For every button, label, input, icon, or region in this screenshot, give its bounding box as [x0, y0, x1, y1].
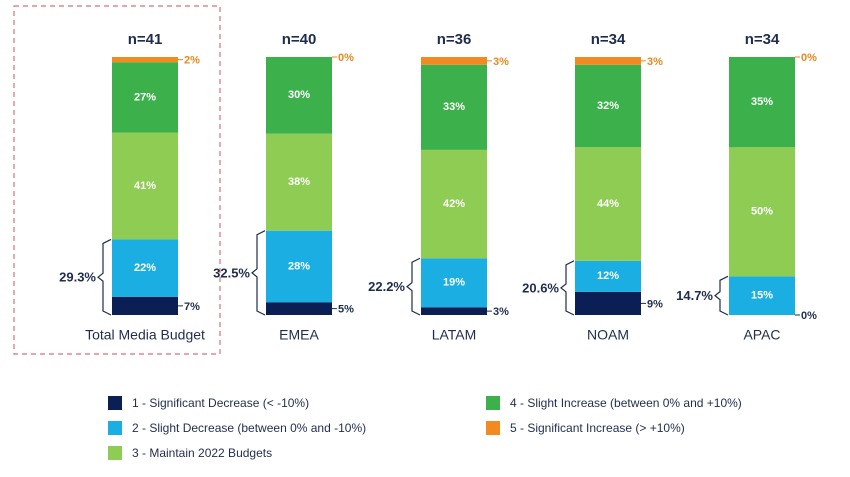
category-label-total-media-budget: Total Media Budget — [85, 327, 205, 343]
category-label-apac: APAC — [743, 327, 780, 343]
category-label-latam: LATAM — [432, 327, 477, 343]
bar-segment-emea-s3 — [266, 133, 332, 231]
sample-size-emea: n=40 — [282, 31, 317, 48]
sample-size-total-media-budget: n=41 — [128, 31, 163, 48]
sample-size-apac: n=34 — [745, 31, 780, 48]
segment-label-apac-s5: 0% — [801, 52, 817, 64]
bar-segment-latam-s1 — [421, 307, 487, 315]
decrease-bracket-total-media-budget — [97, 238, 112, 316]
decrease-total-apac: 14.7% — [676, 288, 713, 303]
bar-segment-noam-s5 — [575, 57, 641, 65]
bar-segment-emea-s4 — [266, 57, 332, 134]
segment-label-apac-s3: 50% — [751, 206, 773, 218]
segment-label-apac-s4: 35% — [751, 96, 773, 108]
bar-segment-latam-s3 — [421, 149, 487, 259]
segment-label-latam-s4: 33% — [443, 101, 465, 113]
bar-segment-noam-s3 — [575, 147, 641, 261]
decrease-total-emea: 32.5% — [213, 265, 250, 280]
bar-segment-noam-s2 — [575, 260, 641, 292]
bar-segment-emea-s2 — [266, 230, 332, 303]
bar-segment-apac-s2 — [729, 276, 795, 315]
segment-label-apac-s1: 0% — [801, 310, 817, 322]
segment-label-emea-s3: 38% — [288, 176, 310, 188]
bar-segment-total-media-budget-s5 — [112, 57, 178, 63]
segment-label-emea-s1: 5% — [338, 304, 354, 316]
sample-size-latam: n=36 — [437, 31, 472, 48]
category-label-noam: NOAM — [587, 327, 629, 343]
bar-segment-apac-s4 — [729, 57, 795, 148]
segment-label-apac-s2: 15% — [751, 290, 773, 302]
segment-label-total-media-budget-s5: 2% — [184, 55, 200, 67]
decrease-bracket-apac — [714, 275, 729, 316]
bar-segment-noam-s1 — [575, 291, 641, 315]
segment-label-noam-s2: 12% — [597, 270, 619, 282]
bar-segment-total-media-budget-s3 — [112, 132, 178, 240]
segment-label-total-media-budget-s4: 27% — [134, 91, 156, 103]
segment-label-emea-s4: 30% — [288, 89, 310, 101]
segment-label-noam-s4: 32% — [597, 100, 619, 112]
segment-label-noam-s3: 44% — [597, 198, 619, 210]
segment-label-latam-s1: 3% — [493, 306, 509, 318]
decrease-bracket-noam — [560, 260, 575, 316]
bar-segment-noam-s4 — [575, 64, 641, 148]
decrease-total-total-media-budget: 29.3% — [59, 270, 96, 285]
segment-label-total-media-budget-s1: 7% — [184, 301, 200, 313]
bar-segment-apac-s3 — [729, 147, 795, 277]
decrease-total-latam: 22.2% — [368, 279, 405, 294]
segment-label-total-media-budget-s2: 22% — [134, 262, 156, 274]
decrease-total-noam: 20.6% — [522, 280, 559, 295]
bar-segment-latam-s4 — [421, 64, 487, 150]
bar-segment-total-media-budget-s4 — [112, 62, 178, 133]
bar-segment-latam-s2 — [421, 258, 487, 308]
decrease-bracket-emea — [251, 230, 266, 316]
decrease-bracket-latam — [406, 257, 421, 316]
bar-segment-latam-s5 — [421, 57, 487, 65]
segment-label-latam-s3: 42% — [443, 198, 465, 210]
category-label-emea: EMEA — [279, 327, 319, 343]
segment-label-emea-s2: 28% — [288, 260, 310, 272]
segment-label-latam-s5: 3% — [493, 56, 509, 68]
highlight-box-total — [13, 5, 221, 355]
segment-label-noam-s5: 3% — [647, 56, 663, 68]
segment-label-total-media-budget-s3: 41% — [134, 180, 156, 192]
sample-size-noam: n=34 — [591, 31, 626, 48]
segment-label-emea-s5: 0% — [338, 52, 354, 64]
bar-segment-total-media-budget-s1 — [112, 296, 178, 315]
segment-label-noam-s1: 9% — [647, 298, 663, 310]
bar-segment-emea-s1 — [266, 302, 332, 315]
bar-segment-total-media-budget-s2 — [112, 239, 178, 297]
segment-label-latam-s2: 19% — [443, 277, 465, 289]
